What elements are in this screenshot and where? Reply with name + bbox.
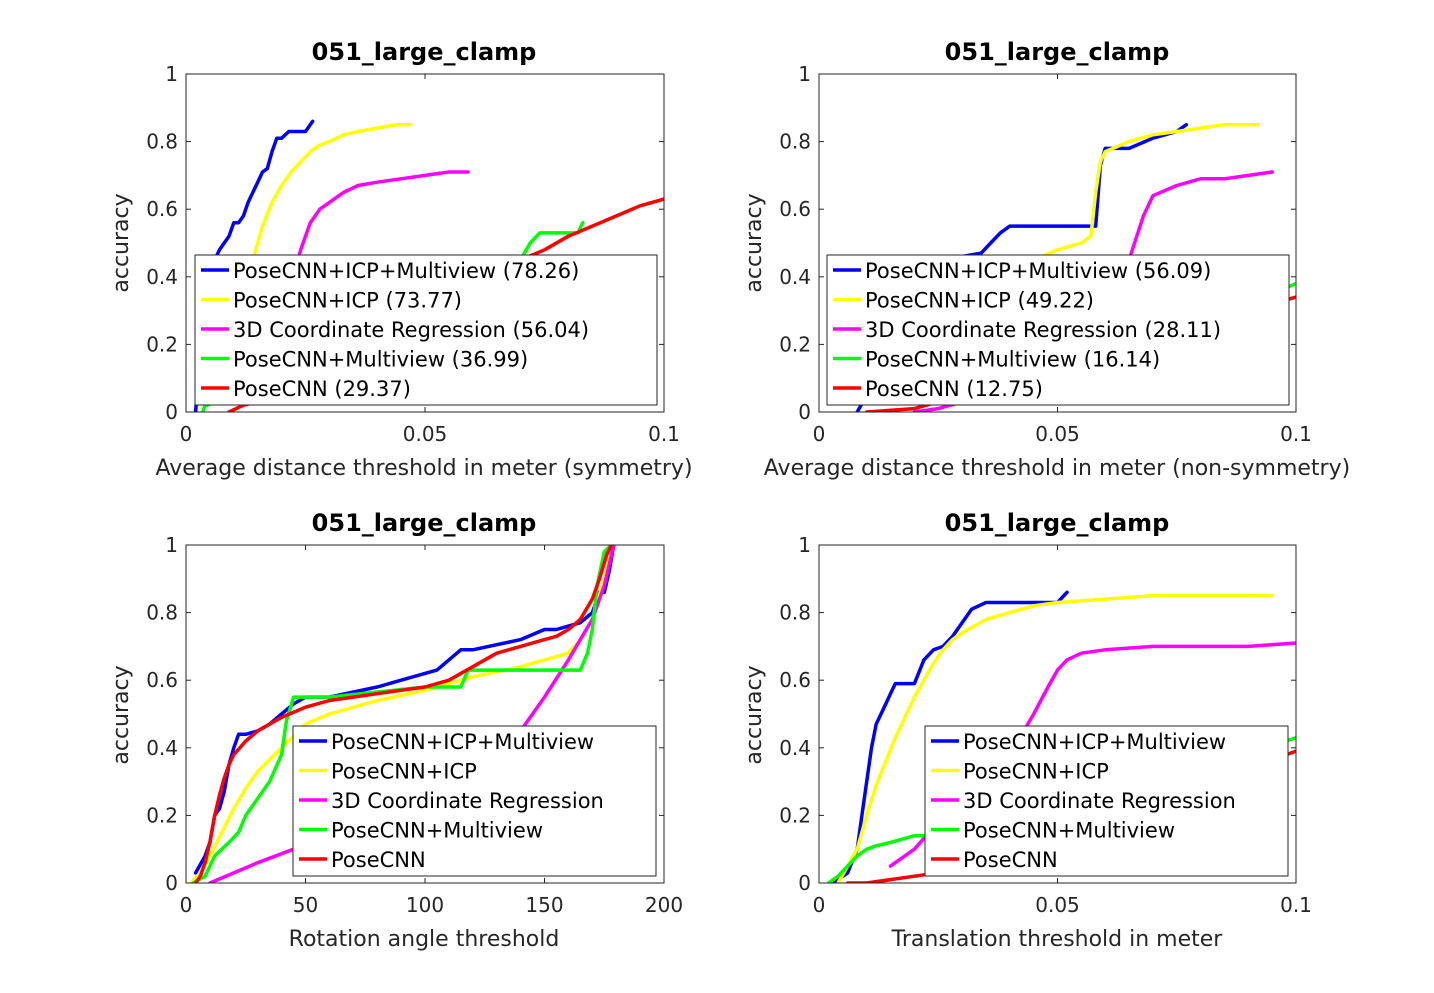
ticks: 0 0.05 0.1 0 0.2 0.4 0.6 0.8 1	[146, 62, 680, 446]
x-tick-label: 200	[645, 893, 683, 917]
legend-entry-4: PoseCNN (12.75)	[865, 377, 1043, 401]
x-tick-label: 0	[813, 893, 826, 917]
legend-entry-0: PoseCNN+ICP+Multiview (56.09)	[865, 259, 1211, 283]
legend-box	[292, 725, 657, 877]
legend-entry-2: 3D Coordinate Regression	[963, 789, 1236, 813]
x-tick-label: 0	[813, 422, 826, 446]
y-axis-label: accuracy	[109, 665, 134, 764]
y-tick-label: 0.6	[146, 668, 178, 692]
x-axis-label: Translation threshold in meter	[891, 927, 1224, 952]
y-axis-label: accuracy	[742, 665, 767, 764]
legend-entry-2: 3D Coordinate Regression	[331, 789, 604, 813]
x-tick-label: 0.05	[1035, 422, 1080, 446]
y-tick-label: 0	[798, 400, 811, 424]
x-tick-label: 50	[293, 893, 318, 917]
panel-title: 051_large_clamp	[945, 509, 1170, 537]
y-tick-label: 0.2	[146, 803, 178, 827]
y-tick-label: 1	[798, 533, 811, 557]
y-tick-label: 0.8	[779, 130, 811, 154]
y-tick-label: 0.4	[779, 265, 811, 289]
x-tick-label: 0	[180, 893, 193, 917]
legend-entry-0: PoseCNN+ICP+Multiview	[331, 730, 594, 754]
ticks: 0 0.05 0.1 0 0.2 0.4 0.6 0.8 1	[779, 533, 1312, 917]
legend: PoseCNN+ICP+Multiview (56.09) PoseCNN+ICP…	[826, 254, 1290, 406]
legend-entry-2: 3D Coordinate Regression (28.11)	[865, 318, 1221, 342]
y-tick-label: 0.8	[146, 601, 178, 625]
ticks: 0 0.05 0.1 0 0.2 0.4 0.6 0.8 1	[779, 62, 1312, 446]
panel-sym: 051_large_clamp 0 0.05 0.1 0 0.2 0.4 0.6 0.8 1 a…	[109, 38, 693, 481]
panel-title: 051_large_clamp	[312, 38, 537, 66]
legend-entry-3: PoseCNN+Multiview (16.14)	[865, 348, 1160, 372]
legend-entry-4: PoseCNN	[331, 848, 426, 872]
legend-box	[194, 254, 658, 406]
legend-box	[826, 254, 1290, 406]
legend-entry-4: PoseCNN (29.37)	[233, 377, 411, 401]
panel-rot: 051_large_clamp 0 50 100 150 200 0 0.2 0.4 0.6 0.…	[109, 509, 683, 952]
y-tick-label: 0.6	[146, 197, 178, 221]
y-tick-label: 0.4	[146, 265, 178, 289]
legend-entry-1: PoseCNN+ICP	[331, 760, 477, 784]
x-axis-label: Average distance threshold in meter (sym…	[155, 456, 692, 481]
legend: PoseCNN+ICP+Multiview (78.26) PoseCNN+ICP…	[194, 254, 658, 406]
y-tick-label: 0.2	[779, 803, 811, 827]
panel-trans: 051_large_clamp 0 0.05 0.1 0 0.2 0.4 0.6 0.8 1 a…	[742, 509, 1312, 952]
y-tick-label: 0.6	[779, 197, 811, 221]
x-tick-label: 0.1	[1280, 422, 1312, 446]
series-line-2	[289, 170, 470, 286]
legend-entry-1: PoseCNN+ICP (73.77)	[233, 289, 462, 313]
x-tick-label: 0	[180, 422, 193, 446]
y-tick-label: 0	[165, 871, 178, 895]
legend: PoseCNN+ICP+Multiview PoseCNN+ICP 3D Coord…	[292, 725, 657, 877]
legend-entry-0: PoseCNN+ICP+Multiview	[963, 730, 1226, 754]
y-tick-label: 0.4	[779, 736, 811, 760]
x-tick-label: 0.1	[648, 422, 680, 446]
y-tick-label: 0.2	[779, 332, 811, 356]
y-tick-label: 1	[165, 533, 178, 557]
x-axis-label: Average distance threshold in meter (non…	[764, 456, 1350, 481]
y-tick-label: 1	[798, 62, 811, 86]
series-line-1	[241, 122, 413, 286]
series-line-1	[836, 593, 1274, 883]
x-tick-label: 150	[525, 893, 563, 917]
x-tick-label: 0.1	[1280, 893, 1312, 917]
y-tick-label: 0.8	[146, 130, 178, 154]
panel-nonsym: 051_large_clamp 0 0.05 0.1 0 0.2 0.4 0.6 0.8 1 a…	[742, 38, 1350, 481]
legend-entry-2: 3D Coordinate Regression (56.04)	[233, 318, 589, 342]
legend: PoseCNN+ICP+Multiview PoseCNN+ICP 3D Coord…	[924, 725, 1289, 877]
y-axis-label: accuracy	[109, 193, 134, 292]
y-tick-label: 0.6	[779, 668, 811, 692]
panel-title: 051_large_clamp	[945, 38, 1170, 66]
y-tick-label: 0.8	[779, 601, 811, 625]
series-line-0	[831, 590, 1069, 883]
y-tick-label: 0	[165, 400, 178, 424]
legend-entry-3: PoseCNN+Multiview	[963, 819, 1175, 843]
x-tick-label: 0.05	[403, 422, 448, 446]
y-tick-label: 0	[798, 871, 811, 895]
y-tick-label: 0.4	[146, 736, 178, 760]
series-line-3	[191, 545, 614, 883]
legend-entry-1: PoseCNN+ICP (49.22)	[865, 289, 1094, 313]
y-tick-label: 1	[165, 62, 178, 86]
legend-entry-3: PoseCNN+Multiview (36.99)	[233, 348, 528, 372]
x-tick-label: 100	[406, 893, 444, 917]
x-tick-label: 0.05	[1035, 893, 1080, 917]
series-line-4	[193, 545, 614, 883]
legend-box	[924, 725, 1289, 877]
legend-entry-3: PoseCNN+Multiview	[331, 819, 543, 843]
legend-entry-1: PoseCNN+ICP	[963, 760, 1109, 784]
x-axis-label: Rotation angle threshold	[289, 927, 560, 952]
legend-entry-0: PoseCNN+ICP+Multiview (78.26)	[233, 259, 579, 283]
ticks: 0 50 100 150 200 0 0.2 0.4 0.6 0.8 1	[146, 533, 683, 917]
legend-entry-4: PoseCNN	[963, 848, 1058, 872]
panel-title: 051_large_clamp	[312, 509, 537, 537]
y-axis-label: accuracy	[742, 193, 767, 292]
y-tick-label: 0.2	[146, 332, 178, 356]
